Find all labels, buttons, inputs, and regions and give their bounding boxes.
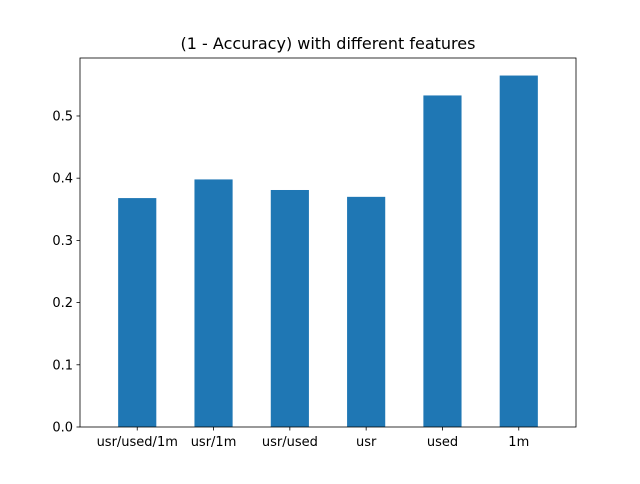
x-tick-label: usr <box>356 435 377 450</box>
y-tick-label: 0.3 <box>52 234 73 249</box>
y-tick-label: 0.1 <box>52 358 73 373</box>
y-tick-label: 0.2 <box>52 296 73 311</box>
axes-layer: 0.0 0.1 0.2 0.3 0.4 0.5 usr/used/1m usr/1m usr/u… <box>52 57 577 450</box>
x-tick-label: 1m <box>508 435 529 450</box>
chart-title: (1 - Accuracy) with different features <box>181 34 476 53</box>
y-tick-label: 0.4 <box>52 172 73 187</box>
y-tick-label: 0.0 <box>52 421 73 436</box>
x-tick-label: usr/used/1m <box>97 435 178 450</box>
bar-1m <box>499 75 538 427</box>
bar-usr <box>347 196 386 427</box>
bar-usr-1m <box>194 179 233 427</box>
bar-used <box>423 95 462 428</box>
x-tick-label: usr/1m <box>191 435 237 450</box>
bars-layer <box>118 75 538 428</box>
x-tick-label: usr/used <box>262 435 318 450</box>
bar-usr-used <box>270 189 309 427</box>
x-tick-label: used <box>427 435 458 450</box>
plot-frame <box>79 57 577 428</box>
y-tick-label: 0.5 <box>52 109 73 124</box>
bar-usr-used-1m <box>118 198 157 427</box>
